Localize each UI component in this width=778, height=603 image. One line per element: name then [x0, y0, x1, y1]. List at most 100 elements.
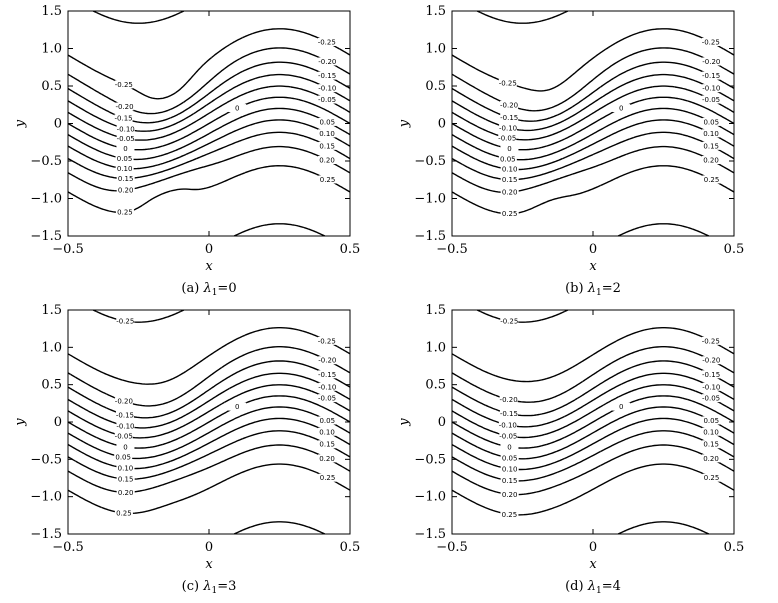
ytick-label-c-3: 0: [54, 415, 62, 430]
xtick-label-d-0: −0.5: [436, 540, 468, 555]
caption-sub-c: 1: [211, 586, 217, 596]
contour-label-c-4-1: -0.05: [318, 395, 336, 403]
contour-label-bg-a-7-0: [115, 164, 134, 173]
contour-line-a-0: [67, 10, 351, 100]
ytick-label-d-4: −0.5: [414, 452, 446, 467]
ytick-label-b-6: −1.5: [414, 229, 446, 244]
contour-label-c-9-1: 0.20: [319, 455, 335, 463]
contour-label-c-3-1: -0.10: [318, 383, 336, 391]
ytick-label-a-6: −1.5: [30, 229, 62, 244]
caption-value-a: =0: [217, 281, 236, 296]
contour-label-bg-b-6-1: [702, 117, 721, 126]
ytick-label-c-4: −0.5: [30, 452, 62, 467]
ytick-label-b-1: 1.0: [425, 42, 446, 57]
contour-label-bg-a-8-1: [318, 141, 337, 150]
contour-label-d-8-0: 0.15: [502, 477, 518, 485]
contour-label-d-10-1: 0.25: [704, 474, 720, 482]
caption-value-d: =4: [602, 579, 621, 594]
contour-label-d-10-0: 0.25: [502, 511, 518, 519]
x-axis-label-a: x: [205, 259, 213, 274]
contour-line-c-8: [67, 430, 351, 480]
contour-label-b-5-0: 0: [507, 145, 511, 153]
contour-label-bg-b-10-0: [500, 209, 519, 218]
caption-prefix-d: (d): [565, 579, 588, 594]
contour-label-bg-b-1-1: [702, 57, 721, 66]
xtick-label-d-1: 0: [589, 540, 597, 555]
ytick-label-c-6: −1.5: [30, 527, 62, 542]
contour-label-a-7-0: 0.10: [117, 165, 133, 173]
plot-area-a: -0.25 -0.25 -0.20 -0.20 -0.15 -0.15 -0.10 -0.10…: [67, 10, 351, 237]
contour-label-b-0-0: -0.25: [499, 79, 517, 87]
contour-label-bg-a-5-0: [116, 144, 135, 153]
contour-label-bg-b-2-1: [702, 71, 721, 80]
contour-label-bg-d-8-1: [702, 440, 721, 449]
contour-label-a-0-0: -0.25: [115, 81, 133, 89]
plot-area-b: -0.25 -0.25 -0.20 -0.20 -0.15 -0.15 -0.10 -0.10…: [451, 10, 735, 237]
contour-label-a-5-1: 0: [235, 105, 239, 113]
contour-line-c-3: [67, 372, 351, 429]
contour-label-bg-c-2-0: [115, 410, 134, 419]
contour-label-a-2-0: -0.15: [115, 115, 133, 123]
contour-label-bg-d-5-0: [500, 443, 519, 452]
contour-label-bg-a-4-0: [116, 134, 135, 143]
caption-d: (d) λ1=4: [565, 579, 621, 596]
contour-label-d-9-0: 0.20: [502, 491, 518, 499]
contour-label-c-8-0: 0.15: [118, 476, 134, 484]
contour-label-b-8-1: 0.15: [703, 142, 719, 150]
contour-label-bg-d-6-0: [500, 453, 519, 462]
ytick-label-a-3: 0: [54, 117, 62, 132]
contour-label-c-6-0: 0.05: [115, 454, 131, 462]
ytick-label-a-1: 1.0: [41, 42, 62, 57]
ytick-label-b-5: −1.0: [414, 192, 446, 207]
contour-label-a-4-1: -0.05: [318, 96, 336, 104]
contour-label-bg-c-8-1: [318, 440, 337, 449]
caption-b: (b) λ1=2: [565, 281, 621, 298]
contour-label-bg-c-3-1: [318, 382, 337, 391]
contour-label-bg-b-1-0: [500, 100, 519, 109]
contour-label-bg-a-6-1: [318, 117, 337, 126]
contour-label-bg-c-0-1: [317, 336, 336, 345]
caption-lambda-c: λ: [202, 579, 211, 594]
panel-d: -0.25 -0.25 -0.20 -0.20 -0.15 -0.15 -0.10 -0.10…: [397, 303, 744, 596]
plot-area-c: -0.25 -0.25 -0.20 -0.20 -0.15 -0.15 -0.10 -0.10…: [67, 309, 351, 535]
contour-label-a-6-0: 0.05: [117, 155, 133, 163]
contour-label-bg-a-0-0: [114, 80, 133, 89]
contour-label-bg-c-6-0: [114, 453, 133, 462]
contour-label-d-3-0: -0.10: [499, 421, 517, 429]
contour-label-c-7-0: 0.10: [118, 465, 134, 473]
contour-label-bg-b-9-0: [500, 188, 519, 197]
contour-label-bg-d-9-1: [702, 454, 721, 463]
panel-a: -0.25 -0.25 -0.20 -0.20 -0.15 -0.15 -0.10 -0.10…: [13, 4, 360, 298]
plot-area-d: -0.25 -0.25 -0.20 -0.20 -0.15 -0.15 -0.10 -0.10…: [451, 309, 735, 535]
contour-label-d-5-0: 0: [507, 444, 511, 452]
contour-label-bg-c-6-1: [318, 416, 337, 425]
contour-label-c-9-0: 0.20: [118, 489, 134, 497]
ytick-label-c-0: 1.5: [41, 303, 62, 318]
contour-label-bg-d-4-0: [499, 432, 518, 441]
contour-label-a-7-1: 0.10: [319, 130, 335, 138]
contour-label-bg-b-3-1: [702, 84, 721, 93]
contour-label-bg-b-7-0: [500, 165, 519, 174]
xtick-label-c-0: −0.5: [52, 540, 84, 555]
contour-label-d-4-0: -0.05: [499, 433, 517, 441]
panel-c: -0.25 -0.25 -0.20 -0.20 -0.15 -0.15 -0.10 -0.10…: [13, 303, 360, 596]
contour-label-bg-b-3-0: [499, 123, 518, 132]
ytick-label-b-2: 0.5: [425, 79, 446, 94]
contour-label-bg-a-9-1: [318, 156, 337, 165]
contour-label-d-4-1: -0.05: [702, 395, 720, 403]
contour-label-b-3-1: -0.10: [702, 85, 720, 93]
contour-label-bg-b-4-0: [498, 133, 517, 142]
contour-label-d-2-1: -0.15: [702, 371, 720, 379]
contour-label-c-0-0: -0.25: [116, 318, 134, 326]
contour-label-a-8-1: 0.15: [319, 142, 335, 150]
xtick-label-b-2: 0.5: [724, 242, 745, 257]
contour-label-c-5-1: 0: [235, 403, 239, 411]
contour-label-bg-c-4-0: [114, 432, 133, 441]
contour-line-d-0: [451, 309, 735, 383]
ytick-label-d-6: −1.5: [414, 527, 446, 542]
caption-sub-a: 1: [212, 288, 218, 298]
contour-label-c-8-1: 0.15: [319, 441, 335, 449]
contour-label-bg-d-5-1: [612, 402, 631, 411]
ytick-label-c-2: 0.5: [41, 378, 62, 393]
contour-label-b-0-1: -0.25: [702, 39, 720, 47]
